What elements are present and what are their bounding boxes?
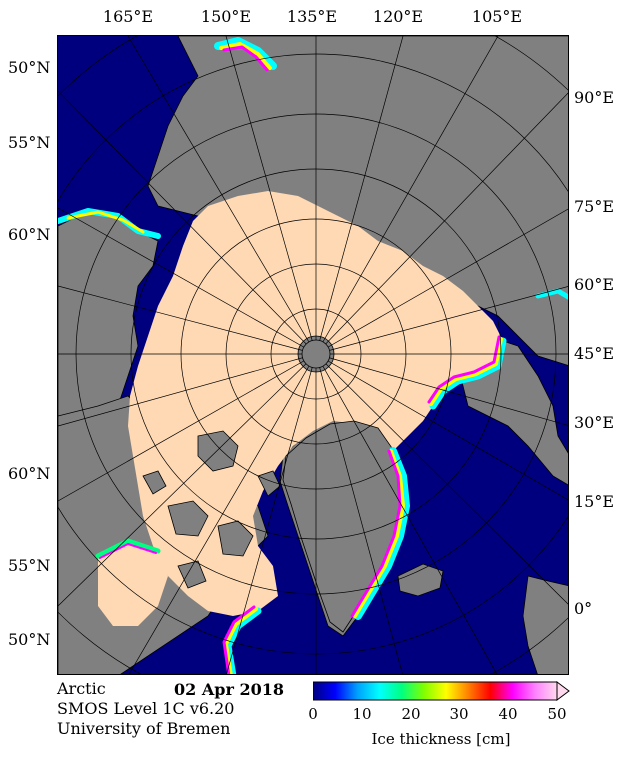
map-canvas [58,36,568,674]
graticule [58,36,568,674]
colorbar-tick-10: 10 [352,705,372,723]
colorbar-tick-0: 0 [308,705,318,723]
lon-label-135e: 135°E [286,7,338,26]
lon-label-165e: 165°E [102,7,154,26]
institution-label: University of Bremen [57,719,231,738]
lat-label-50n-top: 50°N [8,58,51,77]
date-label: 02 Apr 2018 [174,680,284,699]
colorbar-tick-20: 20 [401,705,421,723]
lat-label-60n-bottom: 60°N [8,464,51,483]
colorbar-tick-50: 50 [547,705,567,723]
colorbar-gradient [313,681,558,701]
north-pole-gap [301,339,331,369]
lat-label-55n-top: 55°N [8,133,51,152]
lon-label-75e: 75°E [574,197,615,216]
colorbar-tick-40: 40 [498,705,518,723]
lat-label-50n-bottom: 50°N [8,630,51,649]
lat-label-55n-bottom: 55°N [8,556,51,575]
region-label: Arctic [57,679,106,698]
lon-label-105e: 105°E [471,7,523,26]
colorbar-extend-arrow [556,681,570,701]
thick-ice [98,191,503,626]
lon-label-30e: 30°E [574,413,615,432]
colorbar [313,681,570,701]
colorbar-tick-30: 30 [449,705,469,723]
colorbar-label: Ice thickness [cm] [371,730,511,748]
lon-label-15e: 15°E [574,492,615,511]
lon-label-60e: 60°E [574,275,615,294]
ice-thickness-map [57,35,569,675]
lon-label-45e: 45°E [574,344,615,363]
lon-label-150e: 150°E [200,7,252,26]
product-label: SMOS Level 1C v6.20 [57,699,235,718]
lon-label-0: 0° [574,599,593,618]
lon-label-120e: 120°E [372,7,424,26]
lat-label-60n-top: 60°N [8,225,51,244]
lon-label-90e: 90°E [574,88,615,107]
